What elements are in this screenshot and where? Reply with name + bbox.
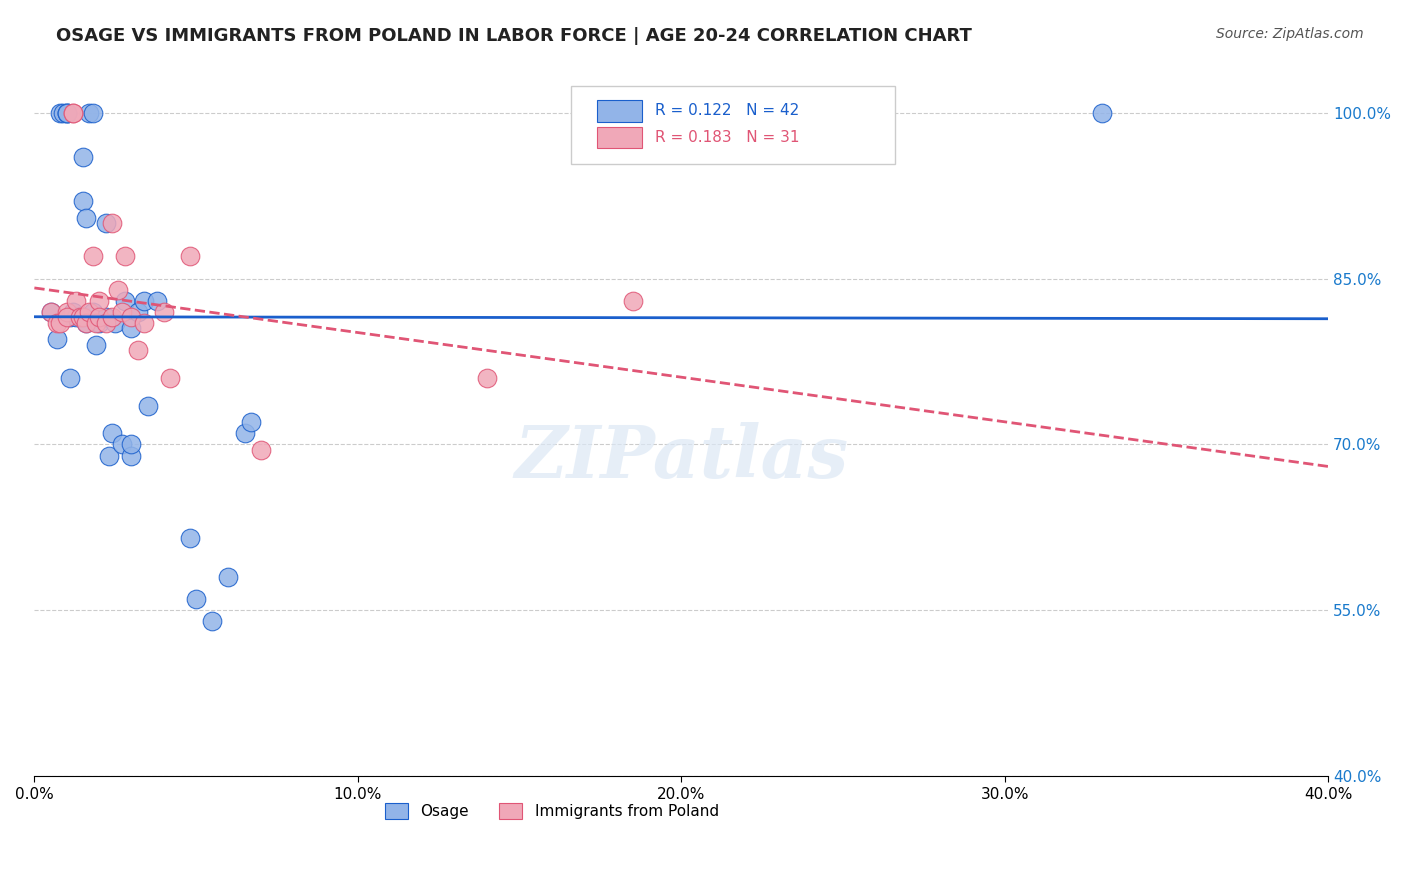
Point bbox=[179, 250, 201, 264]
Point bbox=[94, 310, 117, 325]
Point bbox=[152, 305, 174, 319]
Point bbox=[55, 105, 77, 120]
Point bbox=[240, 415, 263, 429]
Point bbox=[75, 211, 97, 225]
Point bbox=[111, 305, 134, 319]
Point bbox=[249, 442, 271, 457]
Point bbox=[84, 338, 107, 352]
Point bbox=[79, 105, 101, 120]
Point bbox=[120, 437, 142, 451]
Point bbox=[97, 449, 120, 463]
Point bbox=[134, 316, 156, 330]
Point bbox=[72, 310, 94, 325]
Point bbox=[120, 310, 142, 325]
Point bbox=[87, 310, 110, 325]
Point bbox=[65, 293, 87, 308]
Point bbox=[59, 310, 82, 325]
Point bbox=[84, 316, 107, 330]
Point bbox=[134, 293, 156, 308]
Point bbox=[101, 216, 124, 230]
Text: R = 0.183   N = 31: R = 0.183 N = 31 bbox=[655, 129, 800, 145]
Point bbox=[75, 316, 97, 330]
Point bbox=[201, 615, 224, 629]
Point bbox=[49, 105, 72, 120]
Point bbox=[62, 105, 84, 120]
Point bbox=[94, 216, 117, 230]
Point bbox=[82, 250, 104, 264]
Point bbox=[621, 293, 644, 308]
FancyBboxPatch shape bbox=[571, 87, 894, 164]
Point bbox=[217, 570, 239, 584]
Point bbox=[136, 399, 159, 413]
Point bbox=[49, 316, 72, 330]
FancyBboxPatch shape bbox=[598, 127, 643, 148]
Point bbox=[114, 293, 136, 308]
Point bbox=[72, 194, 94, 209]
Point bbox=[1091, 105, 1114, 120]
Point bbox=[39, 305, 62, 319]
Point bbox=[111, 437, 134, 451]
Point bbox=[104, 316, 127, 330]
Point bbox=[55, 105, 77, 120]
Point bbox=[52, 105, 75, 120]
Point bbox=[233, 426, 256, 441]
Text: Source: ZipAtlas.com: Source: ZipAtlas.com bbox=[1216, 27, 1364, 41]
Point bbox=[55, 310, 77, 325]
Point bbox=[82, 305, 104, 319]
Point bbox=[477, 371, 499, 385]
Point bbox=[79, 305, 101, 319]
Point bbox=[127, 343, 149, 358]
Text: ZIPatlas: ZIPatlas bbox=[515, 422, 848, 493]
Point bbox=[65, 310, 87, 325]
Point bbox=[87, 293, 110, 308]
Point bbox=[39, 305, 62, 319]
Legend: Osage, Immigrants from Poland: Osage, Immigrants from Poland bbox=[380, 797, 724, 825]
Point bbox=[146, 293, 169, 308]
FancyBboxPatch shape bbox=[598, 101, 643, 121]
Point bbox=[72, 150, 94, 164]
Point bbox=[75, 316, 97, 330]
Point bbox=[55, 105, 77, 120]
Point bbox=[82, 105, 104, 120]
Point bbox=[120, 321, 142, 335]
Point bbox=[87, 316, 110, 330]
Point bbox=[62, 105, 84, 120]
Point bbox=[101, 310, 124, 325]
Point bbox=[107, 283, 129, 297]
Point bbox=[69, 310, 91, 325]
Point bbox=[94, 316, 117, 330]
Point bbox=[159, 371, 181, 385]
Point bbox=[114, 250, 136, 264]
Text: OSAGE VS IMMIGRANTS FROM POLAND IN LABOR FORCE | AGE 20-24 CORRELATION CHART: OSAGE VS IMMIGRANTS FROM POLAND IN LABOR… bbox=[56, 27, 972, 45]
Point bbox=[62, 305, 84, 319]
Point bbox=[120, 449, 142, 463]
Point bbox=[46, 316, 69, 330]
Point bbox=[59, 371, 82, 385]
Point bbox=[127, 305, 149, 319]
Text: R = 0.122   N = 42: R = 0.122 N = 42 bbox=[655, 103, 800, 119]
Point bbox=[101, 426, 124, 441]
Point bbox=[55, 305, 77, 319]
Point bbox=[46, 333, 69, 347]
Point bbox=[179, 532, 201, 546]
Point bbox=[184, 592, 207, 607]
Point bbox=[72, 310, 94, 325]
